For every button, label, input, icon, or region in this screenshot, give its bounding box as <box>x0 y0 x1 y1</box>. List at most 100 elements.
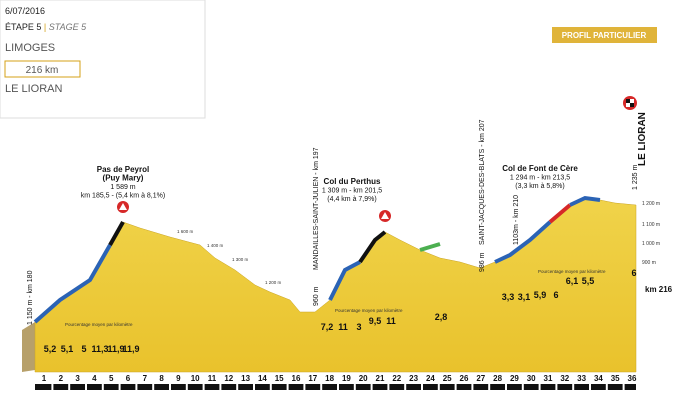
km-bar-divider <box>471 384 474 390</box>
km-marker: 16 <box>292 374 301 383</box>
km-bar-divider <box>51 384 54 390</box>
km-marker: 18 <box>325 374 334 383</box>
km-bar-divider <box>639 384 642 390</box>
gradient-note: Pourcentage moyen par kilomètre <box>335 308 403 313</box>
km-marker: 10 <box>191 374 200 383</box>
km-marker: 17 <box>308 374 317 383</box>
km-bar-divider <box>101 384 104 390</box>
finish: LE LIORAN <box>5 83 63 95</box>
gradient: 2,8 <box>435 312 448 322</box>
side-face <box>22 322 35 372</box>
distance-box <box>4 60 81 78</box>
km-bar-divider <box>353 384 356 390</box>
km-marker: 1 <box>42 374 47 383</box>
gradient: 6 <box>553 290 558 300</box>
km-bar-divider <box>269 384 272 390</box>
km-bar-divider <box>68 384 71 390</box>
separator: | <box>44 22 46 32</box>
gradient: 3,1 <box>518 292 531 302</box>
stage-fr: ÉTAPE 5 <box>5 22 41 32</box>
km-marker: 32 <box>560 374 569 383</box>
km-marker: 13 <box>241 374 250 383</box>
km-bar-divider <box>169 384 171 390</box>
km-bar-divider <box>85 384 87 390</box>
km-marker: 21 <box>376 374 385 383</box>
gradient-note: Pourcentage moyen par kilomètre <box>538 269 606 274</box>
km-bar-divider <box>404 384 407 390</box>
km-bar-divider <box>387 384 390 390</box>
gradient: 6 <box>631 268 636 278</box>
gradient-note: Pourcentage moyen par kilomètre <box>65 322 133 327</box>
start: LIMOGES <box>5 42 55 54</box>
gradient: 3 <box>356 322 361 332</box>
km-bar-divider <box>135 384 138 390</box>
summit-marker <box>117 201 129 213</box>
gradient: 6,1 <box>566 276 579 286</box>
km-marker: 30 <box>527 374 536 383</box>
km-marker: 36 <box>628 374 637 383</box>
km-bar-divider <box>605 384 608 390</box>
km-marker: 9 <box>176 374 181 383</box>
km-marker: 29 <box>510 374 519 383</box>
climb-name: Col du Perthus <box>324 177 381 186</box>
place-altitude: 1 235 m <box>632 165 639 190</box>
stage: ÉTAPE 5 | STAGE 5 <box>5 22 87 32</box>
km-marker: 27 <box>476 374 485 383</box>
km-marker: 8 <box>159 374 164 383</box>
km-bar-divider <box>370 384 373 390</box>
km-marker: 19 <box>342 374 351 383</box>
climb-altitude: 1 294 m - km 213,5 <box>510 175 570 182</box>
gradient: 11,9 <box>107 344 124 354</box>
gradient: 11 <box>338 322 348 332</box>
gradient: 9,5 <box>369 316 382 326</box>
scale-label: 1 100 m <box>642 222 660 228</box>
climb-detail: (3,3 km à 5,8%) <box>515 183 564 190</box>
altitude-label: 1 400 m <box>207 243 224 248</box>
km-marker: 15 <box>275 374 284 383</box>
climb-strip <box>494 220 552 264</box>
finish-km: km 216 <box>645 285 673 294</box>
km-marker: 34 <box>594 374 603 383</box>
gradient: 7,2 <box>321 322 334 332</box>
km-marker: 20 <box>359 374 368 383</box>
km-bar-divider <box>303 384 306 390</box>
km-bar-divider <box>185 384 188 390</box>
scale-label: 1 200 m <box>642 201 660 207</box>
km-bar-divider <box>555 384 558 390</box>
climb-name: Pas de Peyrol <box>97 165 149 174</box>
km-marker: 5 <box>109 374 114 383</box>
climb-altitude: 1 309 m - km 201,5 <box>322 188 382 195</box>
climb-strip <box>33 244 112 324</box>
km-marker: 4 <box>92 374 97 383</box>
km-bar-divider <box>622 384 625 390</box>
km-bar-divider <box>337 384 339 390</box>
scale-label: 900 m <box>642 260 656 266</box>
km-bar-divider <box>437 384 440 390</box>
km-bar-divider <box>589 384 591 390</box>
date: 6/07/2016 <box>5 6 45 16</box>
km-marker: 33 <box>577 374 586 383</box>
place-label: SAINT-JACQUES-DES-BLATS - km 207 <box>479 119 486 245</box>
km-bar-divider <box>505 384 507 390</box>
km-marker: 35 <box>611 374 620 383</box>
climb-subname: (Puy Mary) <box>103 174 144 183</box>
km-marker: 25 <box>443 374 452 383</box>
place-altitude: 986 m <box>479 252 486 272</box>
km-marker: 24 <box>426 374 435 383</box>
km-bar-divider <box>421 384 423 390</box>
gradient: 3,3 <box>502 292 515 302</box>
finish-flag <box>623 96 637 110</box>
climb-strip <box>358 230 387 264</box>
km-marker: 11 <box>208 374 217 383</box>
altitude-label: 1 600 m <box>177 229 194 234</box>
gradient: 11 <box>386 316 396 326</box>
km-marker: 2 <box>59 374 64 383</box>
km-bar-divider <box>454 384 457 390</box>
scale-label: 1 000 m <box>642 241 660 247</box>
badge: PROFIL PARTICULIER <box>562 31 647 40</box>
km-bar-divider <box>488 384 491 390</box>
km-marker: 7 <box>143 374 148 383</box>
climb-strip <box>108 221 125 246</box>
km-bar-divider <box>253 384 255 390</box>
